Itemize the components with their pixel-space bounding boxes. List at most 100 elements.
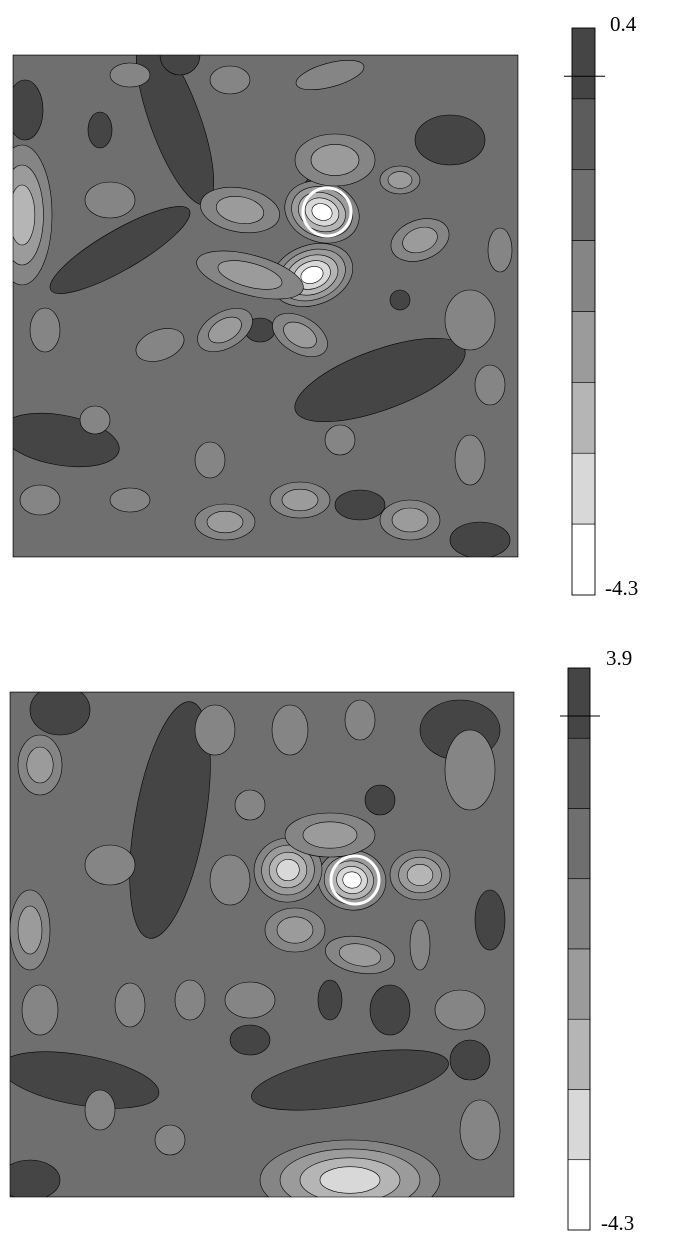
contour-region [109, 62, 151, 88]
colorbar-band [571, 523, 596, 596]
contour-region [84, 181, 136, 219]
contour-region [387, 171, 413, 189]
contour-region [449, 1039, 491, 1081]
contour-region [251, 1049, 449, 1111]
contour-map [13, 55, 518, 557]
contour-region [334, 489, 386, 521]
colorbar-band [571, 452, 596, 525]
colorbar-band [571, 240, 596, 312]
contour-region [276, 916, 314, 944]
contour-region [135, 328, 185, 362]
contour-region [234, 789, 266, 821]
colorbar-band [567, 948, 591, 1020]
contour-region [319, 1166, 381, 1194]
contour-region [13, 184, 36, 246]
contour-region [409, 919, 431, 971]
contour-region [154, 1124, 186, 1156]
contour-region [414, 114, 486, 166]
contour-region [406, 863, 434, 887]
contour-region [271, 704, 309, 756]
contour-region [194, 441, 226, 479]
contour-region [206, 510, 244, 534]
contour-region [317, 979, 343, 1021]
colorbar-band [567, 1018, 591, 1090]
colorbar-band [567, 667, 591, 739]
contour-region [281, 488, 319, 512]
colorbar-band [571, 98, 596, 171]
contour-region [19, 484, 61, 516]
contour-region [10, 1159, 61, 1197]
colorbar-band [567, 737, 591, 809]
contour-region [324, 424, 356, 456]
highlight-circle [301, 186, 353, 238]
contour-region [159, 55, 201, 76]
colorbar-band [571, 382, 596, 454]
contour-region [21, 984, 59, 1036]
colorbar-band [567, 808, 591, 880]
contour-region [229, 1024, 271, 1056]
contour-region [474, 889, 506, 951]
contour-region [310, 144, 360, 176]
contour-region [449, 521, 511, 557]
colorbar-band [567, 878, 591, 950]
contour-region [13, 79, 44, 141]
contour-region [434, 989, 486, 1031]
contour-region [209, 65, 251, 95]
contour-region [87, 111, 113, 149]
colorbar-band [571, 27, 596, 100]
contour-region [444, 729, 496, 811]
contour-region [114, 982, 146, 1028]
contour-region [487, 227, 513, 273]
contour-region [283, 321, 317, 349]
contour-region [391, 507, 429, 533]
colorbar-min-label: -4.3 [601, 1211, 634, 1235]
contour-region [174, 979, 206, 1021]
colorbar-band [571, 311, 596, 383]
contour-map [10, 692, 514, 1197]
contour-region [29, 692, 91, 736]
contour-region [26, 746, 54, 784]
contour-region [217, 260, 283, 290]
contour-region [444, 289, 496, 351]
contour-region [79, 405, 111, 435]
colorbar-max-label: 3.9 [606, 646, 632, 670]
map-frame [9, 691, 515, 1198]
contour-region [300, 266, 324, 284]
contour-region [209, 854, 251, 906]
contour-region [342, 871, 362, 889]
contour-region [129, 701, 211, 939]
contour-region [311, 203, 333, 221]
contour-region [10, 1051, 160, 1109]
contour-region [302, 821, 358, 849]
contour-region [208, 316, 242, 344]
contour-region [84, 1089, 116, 1131]
contour-region [295, 59, 365, 91]
colorbar-frame [567, 667, 591, 1231]
contour-region [276, 859, 300, 881]
colorbar-min-label: -4.3 [605, 576, 638, 600]
contour-region [454, 434, 486, 486]
contour-region [109, 487, 151, 513]
contour-region [364, 784, 396, 816]
colorbar-max-label: 0.4 [610, 12, 637, 36]
contour-region [17, 905, 43, 955]
colorbar-band [567, 1159, 591, 1231]
contour-region [369, 984, 411, 1036]
contour-region [224, 981, 276, 1019]
contour-region [215, 196, 265, 224]
highlight-circle [329, 854, 381, 906]
map-frame [12, 54, 519, 558]
contour-region [402, 226, 438, 254]
contour-region [344, 699, 376, 741]
contour-region [49, 206, 191, 294]
contour-background [10, 692, 514, 1197]
contour-region [389, 289, 411, 311]
contour-region [29, 307, 61, 353]
contour-region [84, 844, 136, 886]
colorbar-band [567, 1089, 591, 1161]
contour-region [474, 364, 506, 406]
colorbar-frame [571, 27, 596, 596]
contour-region [459, 1099, 501, 1161]
